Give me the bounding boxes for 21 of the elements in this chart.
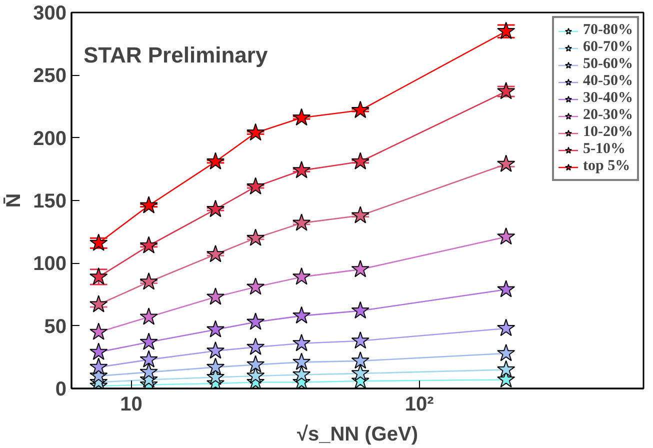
legend-label: 30-40% [583, 90, 633, 107]
y-tick-label: 150 [33, 190, 67, 212]
legend-label: 5-10% [583, 141, 626, 158]
legend-label: 60-70% [583, 39, 633, 56]
y-tick-label: 100 [33, 253, 67, 276]
legend-label: 20-30% [583, 107, 633, 124]
legend-label: 50-60% [583, 56, 633, 73]
legend-label: 10-20% [583, 124, 633, 141]
y-tick-label: 200 [33, 128, 67, 150]
legend-label: top 5% [583, 158, 630, 175]
y-tick-label: 300 [33, 2, 67, 24]
x-tick-label: 10 [120, 394, 142, 416]
y-tick-label: 50 [44, 316, 67, 338]
y-tick-label: 0 [55, 378, 66, 400]
legend-label: 70-80% [583, 22, 633, 39]
y-axis-title: N̄ [2, 193, 26, 208]
x-tick-label: 10² [404, 394, 434, 416]
y-tick-label: 250 [33, 65, 67, 88]
x-axis-title: √s_NN (GeV) [296, 424, 418, 446]
legend-label: 40-50% [583, 73, 633, 90]
annotation: STAR Preliminary [84, 42, 268, 68]
